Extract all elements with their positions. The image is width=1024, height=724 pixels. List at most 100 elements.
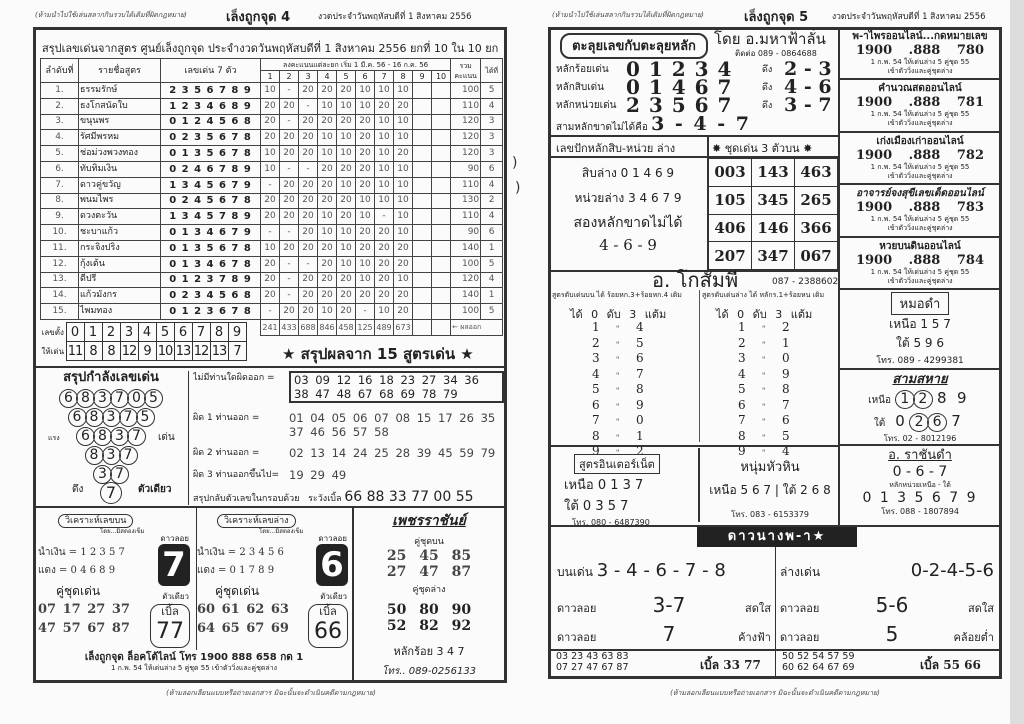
- taluy-label: หลักสิบเด่น: [556, 81, 604, 93]
- ditto: ": [616, 418, 620, 426]
- pairs-label: คู่ชุดเด่น: [215, 584, 260, 598]
- score: 20: [355, 224, 375, 241]
- ad-box: อาจารย์จงสุขีเลขเด็ดออนไลน์ 1900 .888 783…: [840, 185, 1000, 238]
- taluy-label: หลักหน่วยเด่น: [556, 99, 617, 111]
- score: 20: [298, 82, 318, 99]
- total-score: 120: [450, 271, 482, 289]
- red-digits: แดง = 0 1 7 8 9: [197, 565, 275, 576]
- table-header: เลขเด่น 7 ตัว: [160, 58, 261, 83]
- kos-a: 4: [738, 366, 746, 381]
- set-value: 345: [751, 185, 795, 215]
- kos-a: 2: [738, 335, 746, 350]
- score: 20: [317, 255, 337, 273]
- rank-place: 3: [480, 145, 504, 162]
- score: 10: [355, 97, 375, 115]
- circled-digit: 1: [894, 390, 915, 409]
- score: [412, 224, 432, 241]
- digit-circle: 7: [110, 465, 129, 484]
- score: [430, 303, 452, 320]
- table-row: 2. ธงโกสนัดใบ 1 2 3 4 6 8 9 20 20-10 10 10 20 20…: [40, 97, 504, 115]
- formula-digits: 1 3 4 5 7 8 9: [160, 208, 261, 226]
- score: 20: [279, 176, 299, 194]
- ditto: ": [616, 387, 620, 395]
- score: -: [355, 303, 375, 320]
- score: [430, 82, 452, 99]
- miss-label: สามหลักขาดไม่ได้คือ: [556, 122, 648, 133]
- ditto: ": [762, 418, 766, 426]
- summary-text: สรุปผลจาก 15 สูตรเด่น: [300, 345, 456, 363]
- score: 20: [298, 239, 318, 257]
- table-header: ลำดับที่: [40, 58, 79, 83]
- score: 20: [355, 113, 375, 131]
- table-row: 15. ไพมทอง 0 1 2 3 6 7 8-20 20 10 20-10 20 100 5: [40, 303, 504, 320]
- ad-note: 1 ก.พ. 54 ให้เด่นล่าง 5 คู่ชุด 55: [870, 110, 970, 119]
- hotline-text: เล็งถูกจุด ล็อคโต้ไลน์ โทร 1900 888 658 …: [84, 652, 304, 663]
- digit-circle: 7: [118, 446, 138, 465]
- modam-phone: โทร. 089 - 4299381: [876, 356, 964, 366]
- phet-top-1: 25 45 85: [386, 548, 472, 564]
- rank-place: 5: [480, 82, 504, 99]
- kos-a: 7: [738, 413, 746, 427]
- top-note: (ห้ามนำไปใช้เล่นสลากกินรวบได้เดิมที่ผิดก…: [35, 11, 187, 19]
- round-header: 5: [336, 70, 356, 83]
- set-value: 463: [794, 158, 838, 187]
- kosamphi-right: ได้ 0 ดับ 3 แต้ม 1 " 2 2 " 1 3 " 0 4 " 9 5 " 8 6 " 7 7 " 6 8 " 5…: [716, 308, 836, 461]
- digit: 1: [83, 322, 103, 342]
- ditto: ": [616, 433, 620, 442]
- kos-a: 3: [738, 351, 746, 365]
- kos-a: 6: [738, 397, 746, 412]
- score: 10: [355, 255, 375, 273]
- ad-number: 1900 .888 784: [855, 252, 985, 268]
- huahin-phone: โทร. 083 - 6153379: [731, 510, 809, 519]
- ad-title: คำนวณสดออนไลน์: [878, 83, 962, 95]
- score: 20: [336, 303, 356, 320]
- fixed-title: เลขปักหลักสิบ-หน่วย ล่าง: [556, 142, 676, 155]
- formula-digits: 0 1 2 3 7 8 9: [160, 271, 261, 289]
- sets-grid: 003 143 463 105 345 265 406 146 366 207 347 067: [708, 158, 838, 270]
- modam-south: ใต้ 5 9 6: [896, 336, 944, 350]
- round-total: 846: [317, 318, 337, 336]
- round-total: 673: [393, 318, 413, 336]
- daonang-left-rows: ดาวลอย 3-7 สดใส ดาวลอย 7 ค้างฟ้า: [557, 588, 771, 646]
- score: [430, 271, 452, 289]
- ditto: ": [762, 325, 766, 333]
- divider: [775, 547, 776, 677]
- col-header: ได้ 0 ดับ 3 แต้ม: [570, 308, 667, 321]
- table-row: 11. กระจิงปริง 0 1 3 5 6 7 8 10 20 20 20 10 20 20…: [40, 239, 504, 257]
- kos-b: 4: [636, 320, 644, 334]
- score: 20: [355, 160, 375, 178]
- round-total: [412, 318, 432, 336]
- kosamphi-row: 7 " 0: [570, 413, 690, 430]
- kos-b: 5: [782, 428, 790, 443]
- score: -: [279, 271, 299, 289]
- ditto: ": [762, 449, 766, 457]
- score: 20: [393, 255, 413, 273]
- float-value: 5: [885, 622, 899, 646]
- huahin-south: ใต้ 2 6 8: [782, 483, 831, 497]
- nums-line: 07 27 47 67 87: [556, 662, 629, 673]
- score: 10: [336, 176, 356, 194]
- lower-value: 0-2-4-5-6: [910, 560, 994, 581]
- score: 10: [374, 82, 394, 99]
- row-rank: 10.: [40, 224, 79, 241]
- ad-box: หวยบนดินออนไลน์ 1900 .888 784 1 ก.พ. 54 ให…: [840, 238, 1000, 290]
- kos-a: 8: [592, 428, 600, 443]
- total-score: 100: [450, 82, 482, 99]
- kos-b: 6: [782, 413, 790, 427]
- score: 20: [317, 82, 337, 99]
- score: 20: [374, 224, 394, 241]
- formula-name: ดวงตะวัน: [78, 208, 161, 226]
- phet-phone: โทร.. 089-0256133: [381, 666, 477, 677]
- table-row: 8. พนมไพร 0 2 4 5 6 7 8 20 20 20 20 20 10 10 10 130…: [40, 192, 504, 210]
- score: 20: [317, 176, 337, 194]
- score: 20: [393, 145, 413, 162]
- score: 10: [317, 97, 337, 115]
- round-total: 241: [260, 318, 280, 336]
- kos-b: 2: [782, 320, 790, 334]
- kos-a: 9: [592, 444, 600, 458]
- ad-title: หวยบนดินออนไลน์: [879, 240, 961, 252]
- stats-panel: ไม่มีท่านใดผิดออก = 03 09 12 16 18 23 27 …: [188, 371, 504, 505]
- digit-count: 10: [155, 341, 175, 361]
- score: -: [260, 176, 280, 194]
